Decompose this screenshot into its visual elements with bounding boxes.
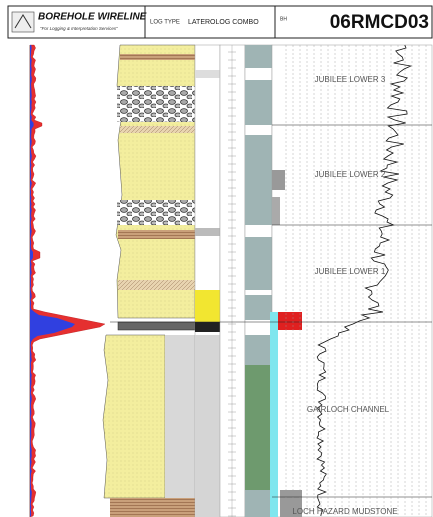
log-type-label: LOG TYPE (150, 20, 180, 26)
header: BOREHOLE WIRELINE "For Logging & Interpr… (7, 5, 433, 39)
tagline: "For Logging & Interpretation Services" (40, 26, 118, 31)
zone-label: JUBILEE LOWER 3 (315, 75, 386, 84)
logo-text: BOREHOLE WIRELINE (38, 12, 147, 23)
red-curve (29, 44, 106, 517)
zone-label: LOCH HAZARD MUDSTONE (292, 507, 397, 516)
logo-icon (11, 11, 35, 33)
zone-label: GAIRLOCH CHANNEL (307, 405, 390, 414)
blue-curve (30, 45, 75, 517)
bh-id: 06RMCD03 (330, 12, 429, 33)
log-type: LATEROLOG COMBO (188, 19, 259, 26)
zone-label: JUBILEE LOWER 2 (315, 170, 386, 179)
zone-label: JUBILEE LOWER 1 (315, 267, 386, 276)
log-curve (316, 44, 413, 517)
zone-labels: JUBILEE LOWER 3 JUBILEE LOWER 2 JUBILEE … (292, 75, 397, 516)
bh-label: BH (280, 16, 287, 22)
log (29, 44, 433, 517)
